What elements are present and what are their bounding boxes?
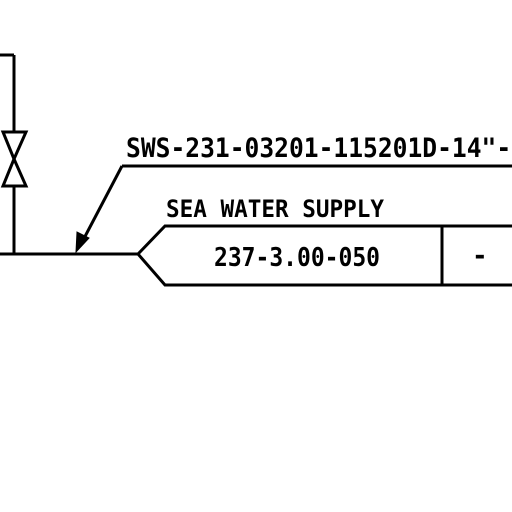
leader-line-diagonal (78, 165, 124, 247)
off-page-connector[interactable]: 237-3.00-050 - (135, 224, 512, 287)
connector-sheet-ref: - (472, 241, 488, 271)
leader-arrow-icon (75, 231, 90, 254)
service-label: SEA WATER SUPPLY (166, 195, 385, 223)
gate-valve-icon[interactable] (0, 130, 29, 188)
line-designation: SWS-231-03201-115201D-14"-H (126, 133, 512, 164)
connector-drawing-ref: 237-3.00-050 (214, 243, 380, 273)
connector-outline (135, 224, 512, 287)
